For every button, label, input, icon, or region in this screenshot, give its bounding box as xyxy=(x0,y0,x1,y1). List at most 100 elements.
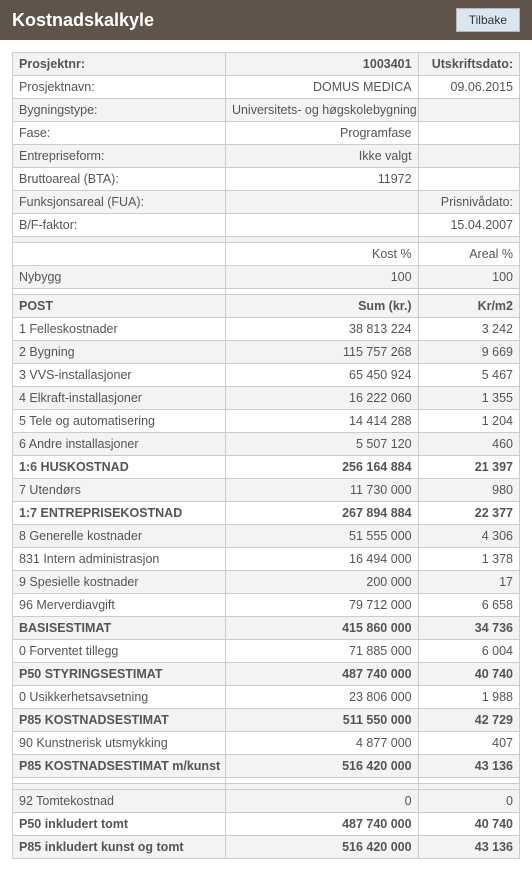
back-button[interactable]: Tilbake xyxy=(456,8,520,32)
phase-label: Fase: xyxy=(13,122,226,145)
row-sum: 487 740 000 xyxy=(225,813,418,836)
row-sum: 51 555 000 xyxy=(225,525,418,548)
row-krm2: 3 242 xyxy=(418,318,519,341)
row-sum: 256 164 884 xyxy=(225,456,418,479)
areal-pct-label: Areal % xyxy=(418,243,519,266)
proj-name-label: Prosjektnavn: xyxy=(13,76,226,99)
row-sum: 16 494 000 xyxy=(225,548,418,571)
empty-cell xyxy=(225,214,418,237)
row-krm2: 5 467 xyxy=(418,364,519,387)
row-label: P85 inkludert kunst og tomt xyxy=(13,836,226,859)
row-krm2: 1 355 xyxy=(418,387,519,410)
contract-label: Entrepriseform: xyxy=(13,145,226,168)
contract: Ikke valgt xyxy=(225,145,418,168)
row-sum: 516 420 000 xyxy=(225,755,418,778)
row-krm2: 21 397 xyxy=(418,456,519,479)
row-label: 90 Kunstnerisk utsmykking xyxy=(13,732,226,755)
table-row: 96 Merverdiavgift79 712 0006 658 xyxy=(13,594,520,617)
table-row: 831 Intern administrasjon16 494 0001 378 xyxy=(13,548,520,571)
row-label: 0 Usikkerhetsavsetning xyxy=(13,686,226,709)
table-row: 90 Kunstnerisk utsmykking4 877 000407 xyxy=(13,732,520,755)
bf-label: B/F-faktor: xyxy=(13,214,226,237)
empty-cell xyxy=(418,99,519,122)
table-row: 92 Tomtekostnad00 xyxy=(13,790,520,813)
header-bar: Kostnadskalkyle Tilbake xyxy=(0,0,532,40)
row-label: 1:7 ENTREPRISEKOSTNAD xyxy=(13,502,226,525)
row-krm2: 43 136 xyxy=(418,836,519,859)
empty-cell xyxy=(225,191,418,214)
building-type-label: Bygningstype: xyxy=(13,99,226,122)
row-krm2: 0 xyxy=(418,790,519,813)
table-row: P85 inkludert kunst og tomt516 420 00043… xyxy=(13,836,520,859)
row-label: 831 Intern administrasjon xyxy=(13,548,226,571)
table-row: 0 Forventet tillegg71 885 0006 004 xyxy=(13,640,520,663)
row-sum: 11 730 000 xyxy=(225,479,418,502)
row-label: 7 Utendørs xyxy=(13,479,226,502)
row-label: 92 Tomtekostnad xyxy=(13,790,226,813)
row-sum: 267 894 884 xyxy=(225,502,418,525)
row-krm2: 34 736 xyxy=(418,617,519,640)
krm2-header: Kr/m2 xyxy=(418,295,519,318)
row-krm2: 1 204 xyxy=(418,410,519,433)
empty-cell xyxy=(418,168,519,191)
sum-header: Sum (kr.) xyxy=(225,295,418,318)
row-krm2: 40 740 xyxy=(418,663,519,686)
row-label: P50 inkludert tomt xyxy=(13,813,226,836)
building-type: Universitets- og høgskolebygning xyxy=(225,99,418,122)
table-row: 6 Andre installasjoner5 507 120460 xyxy=(13,433,520,456)
table-row: 0 Usikkerhetsavsetning23 806 0001 988 xyxy=(13,686,520,709)
fua-label: Funksjonsareal (FUA): xyxy=(13,191,226,214)
table-row: P50 inkludert tomt487 740 00040 740 xyxy=(13,813,520,836)
table-row: 1 Felleskostnader38 813 2243 242 xyxy=(13,318,520,341)
row-sum: 415 860 000 xyxy=(225,617,418,640)
table-row: 1:7 ENTREPRISEKOSTNAD267 894 88422 377 xyxy=(13,502,520,525)
row-krm2: 17 xyxy=(418,571,519,594)
row-sum: 65 450 924 xyxy=(225,364,418,387)
row-sum: 487 740 000 xyxy=(225,663,418,686)
table-row: BASISESTIMAT415 860 00034 736 xyxy=(13,617,520,640)
row-krm2: 460 xyxy=(418,433,519,456)
page-title: Kostnadskalkyle xyxy=(12,10,154,31)
row-krm2: 42 729 xyxy=(418,709,519,732)
row-sum: 115 757 268 xyxy=(225,341,418,364)
proj-name: DOMUS MEDICA xyxy=(225,76,418,99)
row-sum: 5 507 120 xyxy=(225,433,418,456)
row-krm2: 22 377 xyxy=(418,502,519,525)
row-label: 4 Elkraft-installasjoner xyxy=(13,387,226,410)
row-label: 5 Tele og automatisering xyxy=(13,410,226,433)
row-krm2: 43 136 xyxy=(418,755,519,778)
row-label: 2 Bygning xyxy=(13,341,226,364)
row-label: 6 Andre installasjoner xyxy=(13,433,226,456)
row-label: BASISESTIMAT xyxy=(13,617,226,640)
row-sum: 0 xyxy=(225,790,418,813)
table-row: P50 STYRINGSESTIMAT487 740 00040 740 xyxy=(13,663,520,686)
price-level: 15.04.2007 xyxy=(418,214,519,237)
proj-nr-label: Prosjektnr: xyxy=(13,53,226,76)
row-krm2: 9 669 xyxy=(418,341,519,364)
row-label: 1:6 HUSKOSTNAD xyxy=(13,456,226,479)
row-label: 8 Generelle kostnader xyxy=(13,525,226,548)
row-label: 9 Spesielle kostnader xyxy=(13,571,226,594)
row-sum: 79 712 000 xyxy=(225,594,418,617)
print-date: 09.06.2015 xyxy=(418,76,519,99)
table-row: 1:6 HUSKOSTNAD256 164 88421 397 xyxy=(13,456,520,479)
row-krm2: 1 378 xyxy=(418,548,519,571)
empty-cell xyxy=(13,243,226,266)
table-row: P85 KOSTNADSESTIMAT m/kunst516 420 00043… xyxy=(13,755,520,778)
table-row: 7 Utendørs11 730 000980 xyxy=(13,479,520,502)
row-label: P85 KOSTNADSESTIMAT xyxy=(13,709,226,732)
row-krm2: 407 xyxy=(418,732,519,755)
row-krm2: 1 988 xyxy=(418,686,519,709)
row-label: 96 Merverdiavgift xyxy=(13,594,226,617)
cost-table: Prosjektnr: 1003401 Utskriftsdato: Prosj… xyxy=(12,52,520,859)
table-row: 4 Elkraft-installasjoner16 222 0601 355 xyxy=(13,387,520,410)
row-label: 3 VVS-installasjoner xyxy=(13,364,226,387)
row-sum: 23 806 000 xyxy=(225,686,418,709)
kost-pct-label: Kost % xyxy=(225,243,418,266)
row-sum: 14 414 288 xyxy=(225,410,418,433)
row-label: P85 KOSTNADSESTIMAT m/kunst xyxy=(13,755,226,778)
nybygg-label: Nybygg xyxy=(13,266,226,289)
row-label: 1 Felleskostnader xyxy=(13,318,226,341)
table-row: 2 Bygning115 757 2689 669 xyxy=(13,341,520,364)
empty-cell xyxy=(418,122,519,145)
